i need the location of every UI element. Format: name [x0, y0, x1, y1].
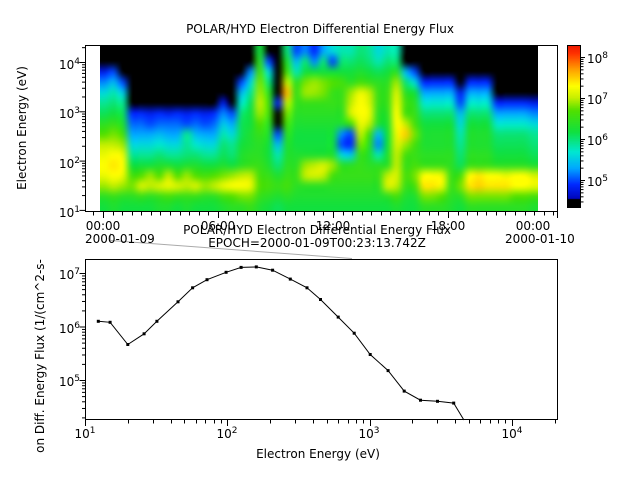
spectrogram-canvas[interactable]: [100, 46, 538, 212]
colorbar-tick-label: 106: [587, 133, 609, 148]
top-ytick-label: 102: [58, 156, 80, 171]
colorbar-tick-label: 105: [587, 174, 609, 189]
colorbar-tick-label: 107: [587, 92, 609, 107]
top-xtick-label: 18:00: [430, 219, 466, 233]
top-xtick-label: 12:00: [315, 219, 351, 233]
bottom-plot-xlabel: Electron Energy (eV): [256, 447, 380, 461]
top-xtick-label: 00:00: [85, 219, 121, 233]
bottom-plot-title-line1: POLAR/HYD Electron Differential Energy F…: [183, 223, 451, 237]
bottom-xtick-label: 102: [216, 426, 238, 441]
top-ytick-label: 104: [58, 57, 80, 72]
bottom-ytick-label: 107: [58, 267, 80, 282]
bottom-plot-title-line2: EPOCH=2000-01-09T00:23:13.742Z: [208, 236, 426, 250]
top-ytick-label: 101: [58, 205, 80, 220]
bottom-ytick-label: 106: [58, 321, 80, 336]
bottom-plot-ylabel: on Diff. Energy Flux (1/(cm^2-s-: [33, 259, 47, 453]
bottom-ytick-label: 105: [58, 374, 80, 389]
bottom-xtick-label: 103: [358, 426, 380, 441]
top-xtick-label: 06:00: [200, 219, 236, 233]
top-plot-ylabel: Electron Energy (eV): [15, 66, 29, 190]
bottom-xtick-label: 101: [74, 426, 96, 441]
bottom-plot-frame: [85, 259, 558, 420]
colorbar-tick-label: 108: [587, 51, 609, 66]
top-xtick-label: 00:00: [515, 219, 551, 233]
spectrum-line-series: [96, 265, 465, 421]
top-plot-title: POLAR/HYD Electron Differential Energy F…: [186, 22, 454, 36]
top-xaxis-date-left: 2000-01-09: [85, 232, 155, 246]
colorbar-gradient: [567, 45, 580, 208]
bottom-xtick-label: 104: [501, 426, 523, 441]
top-ytick-label: 103: [58, 106, 80, 121]
top-xaxis-date-right: 2000-01-10: [505, 232, 575, 246]
